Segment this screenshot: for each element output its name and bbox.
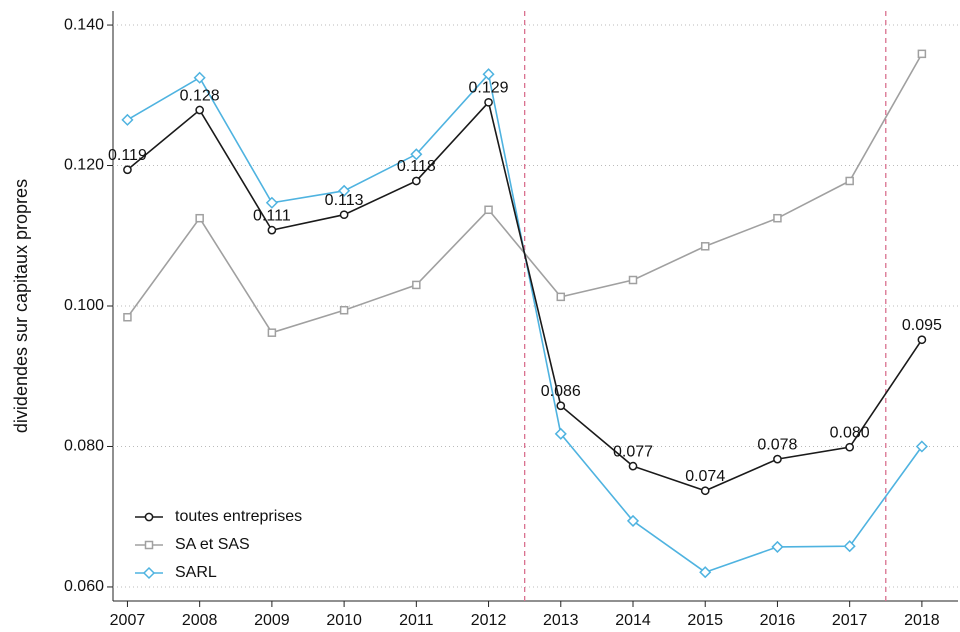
- data-point: [412, 280, 421, 290]
- data-point: [339, 210, 349, 220]
- data-point: [339, 305, 349, 315]
- data-point: [843, 540, 856, 553]
- data-point: [123, 165, 132, 175]
- data-point: [484, 205, 493, 215]
- x-tick-label: 2018: [904, 612, 940, 629]
- data-point: [411, 176, 421, 186]
- data-point: [195, 213, 204, 223]
- legend-marker: [144, 540, 154, 550]
- data-point: [338, 184, 351, 197]
- data-point: [917, 49, 927, 59]
- data-label: 0.074: [685, 468, 725, 485]
- data-label: 0.078: [757, 436, 797, 453]
- x-tick-label: 2016: [760, 612, 796, 629]
- x-tick-label: 2009: [254, 612, 290, 629]
- data-point: [267, 328, 277, 337]
- data-point: [628, 275, 638, 285]
- data-point: [771, 540, 784, 553]
- x-tick-label: 2010: [326, 612, 362, 629]
- data-point: [626, 514, 640, 527]
- legend-label: SARL: [175, 564, 217, 581]
- y-tick-label: 0.100: [64, 297, 104, 314]
- data-point: [917, 335, 927, 345]
- x-tick-label: 2015: [687, 612, 723, 629]
- data-point: [699, 566, 712, 579]
- data-point: [267, 225, 277, 235]
- data-label: 0.077: [613, 443, 653, 460]
- x-tick-label: 2007: [110, 612, 146, 629]
- x-tick-label: 2008: [182, 612, 218, 629]
- legend-marker: [144, 512, 154, 522]
- data-point: [193, 71, 206, 84]
- data-label: 0.111: [253, 207, 291, 224]
- data-label: 0.080: [830, 424, 870, 441]
- data-point: [915, 440, 928, 453]
- data-point: [482, 68, 495, 81]
- data-point: [628, 461, 638, 471]
- data-point: [773, 213, 782, 223]
- y-axis-label: dividendes sur capitaux propres: [11, 179, 31, 433]
- legend-label: SA et SAS: [175, 536, 250, 553]
- data-label: 0.118: [397, 158, 436, 175]
- data-point: [123, 312, 132, 322]
- x-tick-label: 2013: [543, 612, 579, 629]
- data-point: [845, 176, 854, 186]
- data-point: [556, 292, 566, 302]
- data-label: 0.113: [325, 192, 364, 209]
- data-point: [556, 401, 566, 411]
- data-label: 0.128: [180, 87, 220, 104]
- data-point: [410, 148, 423, 161]
- data-point: [195, 105, 205, 115]
- y-tick-label: 0.080: [64, 438, 104, 455]
- data-point: [554, 427, 567, 440]
- legend-label: toutes entreprises: [175, 508, 302, 525]
- data-point: [700, 486, 710, 496]
- data-label: 0.129: [469, 80, 509, 97]
- x-tick-label: 2012: [471, 612, 507, 629]
- legend-marker: [142, 566, 156, 580]
- data-point: [845, 442, 855, 452]
- data-point: [121, 113, 134, 126]
- series-line: [126, 100, 923, 492]
- y-tick-label: 0.060: [64, 578, 104, 595]
- data-point: [700, 242, 710, 251]
- y-tick-label: 0.120: [64, 157, 104, 174]
- y-tick-label: 0.140: [64, 16, 104, 33]
- x-tick-label: 2017: [832, 612, 868, 629]
- x-tick-label: 2014: [615, 612, 651, 629]
- x-tick-label: 2011: [399, 612, 434, 629]
- data-point: [773, 454, 782, 464]
- data-label: 0.086: [541, 383, 581, 400]
- data-point: [484, 97, 493, 107]
- data-label: 0.095: [902, 317, 942, 334]
- data-point: [265, 196, 278, 209]
- data-label: 0.119: [108, 147, 147, 164]
